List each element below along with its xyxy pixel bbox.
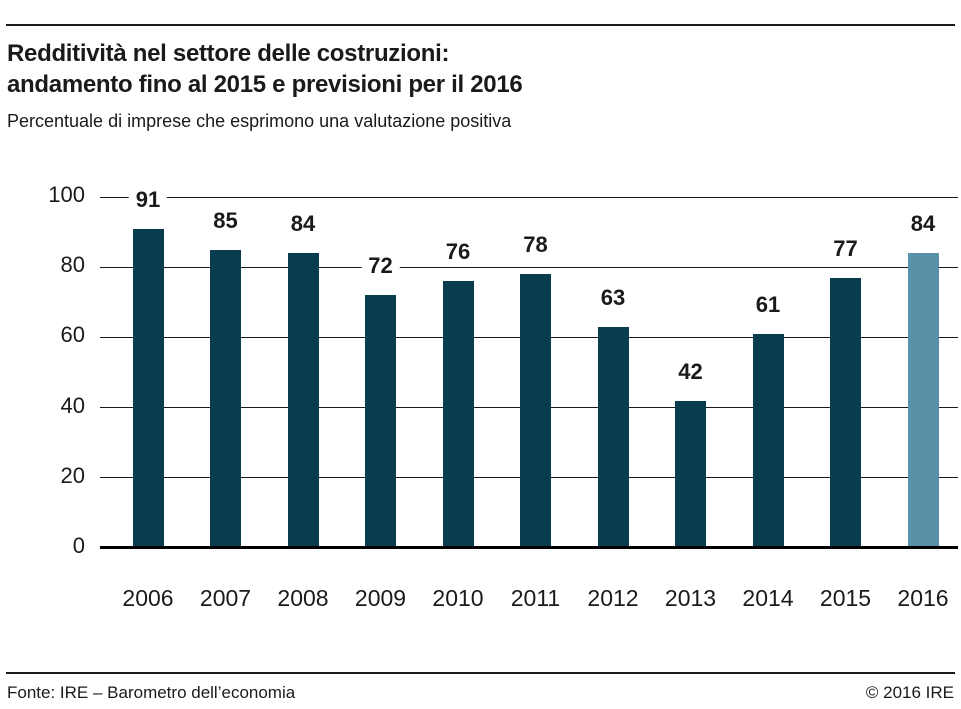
footer-rule (6, 672, 955, 674)
bar-2012 (597, 326, 629, 548)
x-tick-label-2006: 2006 (122, 585, 174, 611)
y-tick-label-20: 20 (60, 462, 85, 488)
bar-value-label-2013: 42 (671, 359, 710, 384)
bar-2013 (675, 400, 706, 548)
bar-2010 (442, 281, 474, 548)
chart-title-line2: andamento fino al 2015 e previsioni per … (7, 71, 523, 98)
plot-area: 91 2006 85 2007 84 2008 72 2009 76 2010 78 2011 63 20… (100, 187, 958, 611)
y-tick-label-100: 100 (48, 182, 85, 207)
x-tick-label-2010: 2010 (432, 585, 484, 611)
bar-value-label-2009: 72 (361, 254, 400, 279)
bar-2007 (210, 249, 241, 548)
chart-title-line1: Redditività nel settore delle costruzion… (7, 40, 450, 67)
x-tick-label-2013: 2013 (664, 585, 717, 611)
bar-value-label-2010: 76 (438, 240, 478, 265)
bar-chart: 0 20 40 60 80 100 91 2006 85 2007 84 2008 72 2009 76 2… (48, 182, 958, 611)
bar-2006 (132, 228, 164, 548)
bar-2008 (287, 253, 319, 548)
bar-2014 (752, 333, 784, 548)
x-tick-label-2008: 2008 (277, 585, 329, 611)
y-tick-label-60: 60 (60, 322, 85, 348)
x-tick-label-2009: 2009 (354, 585, 407, 611)
x-tick-label-2007: 2007 (199, 585, 252, 611)
top-rule (6, 24, 955, 26)
x-tick-label-2016: 2016 (897, 585, 949, 611)
bar-value-label-2011: 78 (516, 233, 555, 258)
gridline-100 (100, 196, 958, 198)
gridline-80 (100, 266, 958, 268)
x-tick-label-2015: 2015 (819, 585, 872, 611)
x-axis-baseline (100, 546, 958, 549)
y-tick-label-40: 40 (60, 392, 85, 418)
x-tick-label-2014: 2014 (742, 585, 794, 611)
bar-value-label-2014: 61 (748, 292, 788, 317)
bar-2016 (907, 253, 939, 548)
copyright-note: © 2016 IRE (865, 683, 954, 702)
source-note: Fonte: IRE – Barometro dell’economia (7, 683, 296, 702)
bar-2009 (365, 295, 396, 548)
bar-value-label-2006: 91 (128, 187, 168, 212)
bar-value-label-2008: 84 (283, 212, 323, 237)
bar-2015 (830, 277, 861, 548)
bar-value-label-2016: 84 (903, 212, 943, 237)
bar-value-label-2015: 77 (826, 236, 865, 261)
y-tick-label-0: 0 (72, 533, 85, 558)
x-tick-label-2012: 2012 (587, 585, 639, 611)
chart-subtitle: Percentuale di imprese che esprimono una… (7, 111, 512, 131)
bar-value-label-2007: 85 (206, 208, 245, 233)
chart-title: Redditività nel settore delle costruzion… (7, 38, 523, 100)
y-tick-label-80: 80 (60, 252, 85, 278)
bar-value-label-2012: 63 (593, 285, 633, 310)
bar-2011 (520, 274, 551, 548)
footer: Fonte: IRE – Barometro dell’economia © 2… (7, 681, 954, 705)
x-tick-label-2011: 2011 (510, 585, 561, 611)
